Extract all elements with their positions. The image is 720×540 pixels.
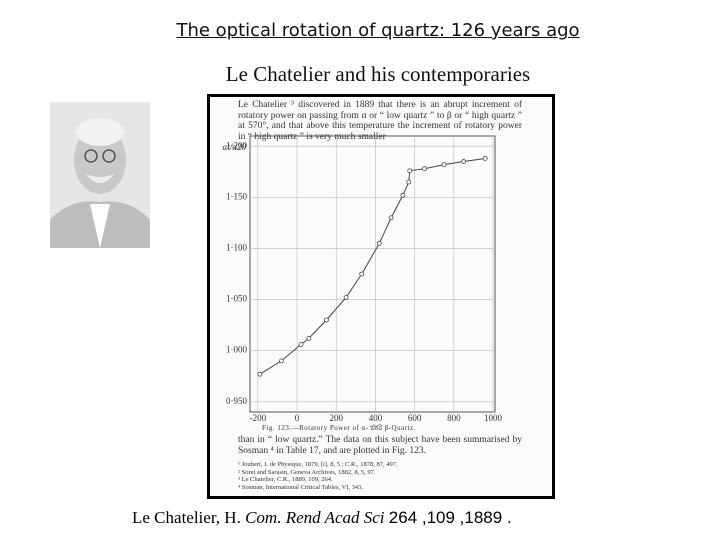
citation-author: Le Chatelier, H.	[132, 508, 246, 527]
data-point	[388, 215, 394, 221]
data-point	[400, 192, 406, 198]
y-tick-label: 1·150	[226, 191, 247, 201]
scan-paragraph: than in “ low quartz.” The data on this …	[238, 435, 522, 456]
y-tick-label: 1·100	[226, 243, 247, 253]
x-tick-label: 800	[447, 413, 461, 423]
data-point	[278, 358, 284, 364]
data-point	[257, 371, 263, 377]
footnotes: ¹ Joubert, J. de Physique, 1879, [i], 8,…	[238, 461, 522, 491]
data-point	[298, 342, 304, 347]
x-axis-label: t°C	[369, 423, 382, 427]
y-tick-label: 1·000	[226, 345, 247, 355]
plot-frame	[249, 135, 496, 413]
x-tick-label: 400	[369, 413, 383, 423]
data-point	[343, 295, 349, 300]
citation-reference: 264 ,109 ,1889 .	[388, 508, 512, 527]
data-point	[407, 168, 413, 174]
data-point	[441, 162, 447, 168]
data-point	[482, 156, 488, 161]
x-tick-label: 0	[295, 413, 300, 423]
x-tick-label: 1000	[484, 413, 503, 423]
x-tick-label: 200	[329, 413, 343, 423]
data-point	[306, 335, 312, 341]
data-point	[422, 166, 427, 172]
footnote: ³ Le Chatelier, C.R., 1889, 109, 264.	[238, 476, 333, 484]
data-line	[259, 157, 486, 375]
scanned-page: Le Chatelier ³ discovered in 1889 that t…	[207, 94, 555, 499]
y-tick-label: 0·950	[226, 396, 247, 406]
footnote: ¹ Joubert, J. de Physique, 1879, [i], 8,…	[238, 461, 398, 468]
x-tick-label: -200	[250, 413, 267, 423]
y-tick-label: 1·050	[226, 294, 247, 304]
data-point	[461, 159, 467, 164]
footnote: ² Soret and Sarasin, Geneva Archives, 18…	[238, 468, 376, 476]
portrait	[50, 102, 150, 248]
figure-caption: Fig. 123.—Rotatory Power of α- and β-Qua…	[262, 424, 416, 432]
citation-journal: Com. Rend Acad Sci	[245, 508, 389, 527]
data-point	[359, 271, 365, 277]
x-tick-label: 600	[408, 413, 422, 423]
y-tick-label: 1·200	[226, 140, 247, 150]
data-point	[406, 179, 412, 185]
slide-subtitle: Le Chatelier and his contemporaries	[225, 62, 531, 86]
data-point	[324, 317, 329, 323]
chart: 0·950 1·000 1·050 1·100 1·150 1·200 -200 0 200 40…	[223, 135, 503, 427]
data-point	[376, 240, 382, 246]
footnote: ⁴ Sosman, International Critical Tables,…	[238, 483, 364, 491]
y-axis-label: αt/α20	[223, 142, 247, 152]
slide-title: The optical rotation of quartz: 126 year…	[176, 20, 580, 41]
citation: Le Chatelier, H. Com. Rend Acad Sci 264 …	[132, 508, 512, 528]
